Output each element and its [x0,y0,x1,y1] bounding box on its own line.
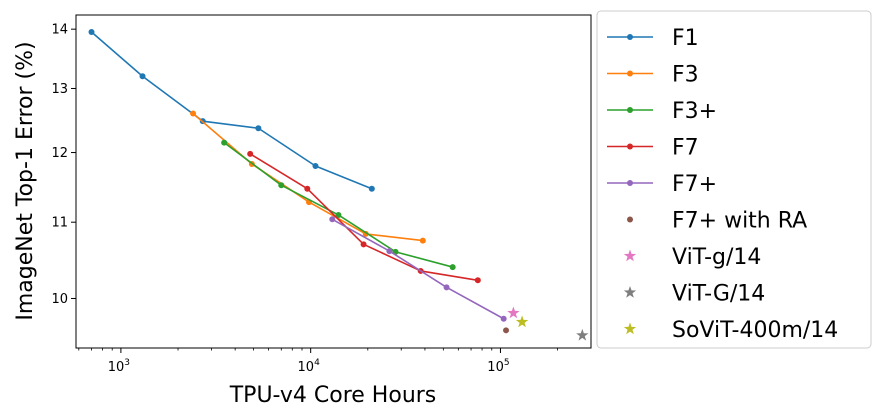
plot-frame [75,14,592,349]
series-7 [576,328,589,341]
legend-label: ViT-G/14 [672,282,765,307]
data-point-star [515,315,529,328]
legend-marker [627,180,633,186]
series-0 [88,29,375,192]
legend-marker [627,107,633,113]
data-point [247,150,254,157]
data-point [443,284,450,291]
data-point [139,73,146,80]
legend-item: F3+ [607,99,717,124]
legend-label: F3+ [672,99,717,124]
series-line [223,141,453,268]
data-point [278,182,285,189]
x-tick-base: 10 [487,360,504,375]
data-point [419,237,426,244]
series-3 [247,150,481,284]
legend-item: SoViT-400m/14 [623,318,838,343]
data-point [304,185,311,192]
x-tick-label: 103 [108,358,130,375]
legend-item: ViT-g/14 [623,245,761,270]
series-line [331,218,505,320]
series-line [249,153,478,282]
data-point [335,211,342,218]
series-4 [329,216,507,322]
y-axis-title: ImageNet Top-1 Error (%) [13,41,38,320]
y-tick-label: 12 [51,146,68,161]
data-point-star [507,306,520,319]
data-point [221,139,228,146]
y-tick-label: 13 [51,82,68,97]
x-tick-base: 10 [108,360,125,375]
series-2 [221,139,456,271]
series-5 [503,327,510,334]
data-point [449,264,456,271]
data-point [500,315,507,322]
legend-item: F7+ [607,172,717,197]
legend-marker [627,34,633,40]
legend-item: F1 [607,26,699,51]
data-point [329,216,336,223]
legend-item: F3 [607,63,699,88]
x-axis-title: TPU-v4 Core Hours [229,383,437,408]
y-tick-label: 11 [51,216,68,231]
legend-label: F1 [672,26,699,51]
series-6 [507,306,520,319]
legend-marker [627,216,633,223]
x-tick-exponent: 3 [124,358,130,368]
x-tick-base: 10 [298,360,315,375]
legend: F1 F3 F3+ F7 F7+ F7+ with RA ViT-g/14 ViT-G/14 S… [596,10,872,349]
series-8 [515,315,529,328]
data-point [503,327,510,334]
legend-marker [627,70,633,77]
x-tick-label: 105 [487,358,509,375]
data-point [474,277,481,284]
x-tick-exponent: 5 [504,358,510,368]
data-point [360,241,367,248]
legend-marker-star [623,322,637,335]
legend-marker [627,143,633,150]
data-point [368,185,375,192]
data-point [190,110,197,117]
y-tick-label: 14 [51,23,68,38]
legend-item: F7+ with RA [627,209,807,234]
series-1 [190,110,426,244]
legend-marker-star [623,286,637,298]
legend-label: SoViT-400m/14 [672,318,838,343]
legend-item: F7 [607,136,699,161]
series-line [192,112,423,242]
data-point [255,125,262,132]
legend-marker-star [623,249,637,262]
series-layer [88,29,589,341]
legend-label: F7+ [672,172,717,197]
series-line [90,31,373,190]
legend-label: F7 [672,136,699,161]
data-point-star [576,328,589,341]
legend-label: F3 [672,63,699,88]
x-tick-label: 104 [298,358,321,375]
legend-item: ViT-G/14 [623,282,765,307]
x-tick-exponent: 4 [314,358,320,368]
legend-frame [596,10,872,349]
y-tick-label: 10 [51,292,68,307]
data-point [386,248,393,255]
legend-label: ViT-g/14 [672,245,761,270]
data-point [312,162,319,169]
data-point [88,29,95,36]
legend-label: F7+ with RA [672,209,807,234]
